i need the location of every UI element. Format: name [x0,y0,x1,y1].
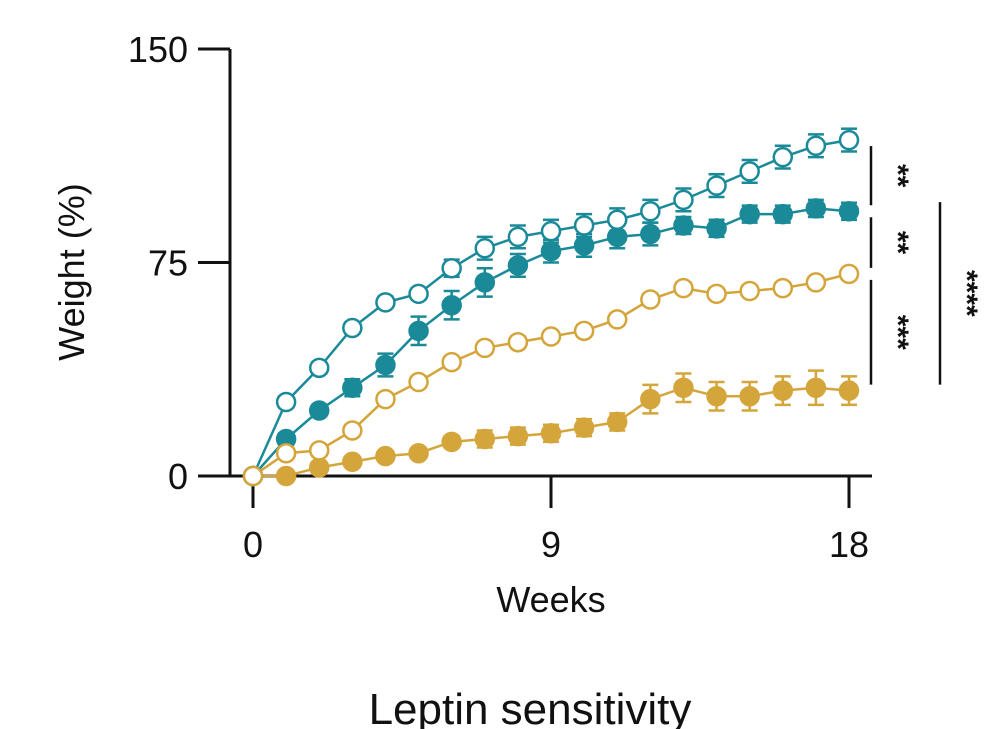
data-point [772,277,794,299]
data-point [640,388,661,410]
data-point [772,146,794,168]
x-axis-title: Weeks [496,579,605,620]
data-point [474,238,496,259]
data-point [308,357,330,379]
y-axis-title: Weight (%) [51,183,92,360]
data-point [507,226,529,248]
data-point [805,135,827,157]
data-point [573,320,595,342]
data-point [375,354,396,376]
data-point [375,388,396,410]
data-point [275,465,297,487]
data-point [706,386,727,407]
series-gold-open [242,263,860,487]
chart-subtitle: Leptin sensitivity [369,685,692,729]
data-point [673,215,694,236]
data-point [772,203,794,225]
data-point [739,386,760,407]
data-point [772,380,794,401]
data-point [408,371,429,393]
data-point [739,161,760,182]
data-point [805,198,827,219]
data-point [540,423,562,444]
data-point [540,326,562,347]
significance-label: **** [950,270,983,317]
data-point [706,218,727,239]
data-point [540,220,562,242]
data-point [308,400,330,421]
data-point [739,203,760,225]
data-point [640,201,661,222]
data-point [275,391,297,413]
data-point [838,263,860,285]
data-point [507,331,529,353]
x-tick-label: 18 [829,524,869,565]
data-point [673,377,694,399]
data-point [838,129,860,151]
data-point [474,272,496,293]
data-point [342,420,363,441]
data-point [375,445,396,467]
series-line-gold-open [252,272,850,478]
y-tick-label: 0 [168,456,188,497]
data-point [606,411,628,433]
data-point [441,351,462,373]
data-point [342,377,363,399]
data-point [640,289,661,310]
data-point [474,428,496,450]
significance-label: ** [881,231,914,255]
significance-label: ** [881,164,914,188]
data-point [838,380,860,401]
data-point [507,255,529,276]
data-point [408,442,429,464]
data-point [673,277,694,299]
data-point [540,240,562,262]
data-point [308,457,330,478]
data-point [573,215,595,236]
x-tick-label: 9 [541,524,561,565]
data-point [606,209,628,231]
data-point [507,425,529,447]
data-point [805,377,827,399]
data-point [342,317,363,339]
significance-label: *** [881,315,914,350]
data-point [573,235,595,256]
data-point [805,272,827,293]
x-tick-label: 0 [243,524,263,565]
data-point [673,189,694,211]
data-point [242,465,264,487]
data-point [706,175,727,196]
data-point [408,283,429,305]
data-point [474,337,496,359]
series-teal-open [242,127,860,487]
data-point [441,257,462,279]
data-point [441,431,462,453]
y-tick-label: 75 [148,243,188,284]
data-point [706,283,727,305]
data-point [640,223,661,245]
series-layer [242,127,860,487]
data-point [342,451,363,473]
data-point [838,201,860,222]
series-gold-filled [242,369,860,487]
data-point [408,320,429,342]
data-point [441,294,462,316]
y-tick-label: 150 [128,29,188,70]
data-point [739,280,760,302]
data-point [308,440,330,461]
data-point [606,309,628,330]
data-point [275,442,297,464]
data-point [573,417,595,438]
data-point [375,292,396,313]
